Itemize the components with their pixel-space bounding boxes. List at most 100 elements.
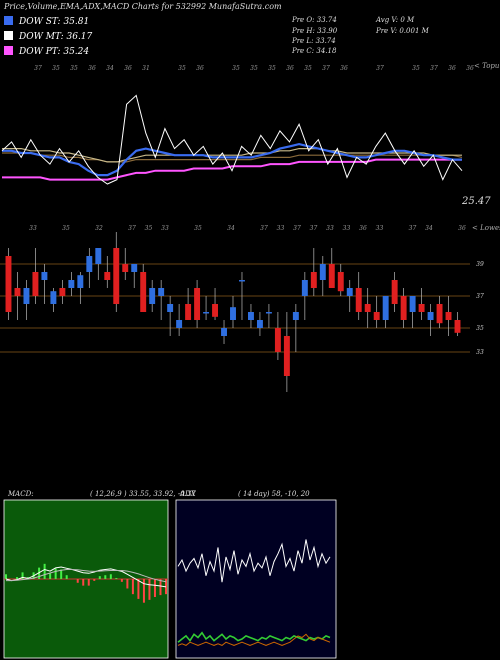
candle-body xyxy=(274,328,281,352)
candle-body xyxy=(194,288,201,320)
legend-swatch-st xyxy=(4,16,13,25)
price-top-tick-label: 35 xyxy=(178,65,186,72)
candle-panel-corner-label: < Lowes xyxy=(472,224,500,232)
candle-top-tick-label: 35 xyxy=(62,225,70,232)
info-prev-open: Pre O: 33.74 xyxy=(292,16,337,24)
candle-body xyxy=(104,272,111,280)
legend-dow-st: DOW ST: 35.81 xyxy=(4,16,89,27)
candle-body xyxy=(230,307,236,320)
candle-top-tick-label: 33 xyxy=(326,225,334,232)
candle-top-tick-label: 33 xyxy=(29,225,37,232)
candle-body xyxy=(5,256,12,312)
candle-body xyxy=(247,312,254,320)
candle-body xyxy=(364,304,371,312)
candle-body xyxy=(77,275,84,288)
price-top-tick-label: 34 xyxy=(106,65,114,72)
candle-body xyxy=(301,280,308,296)
candle-top-tick-label: 37 xyxy=(409,225,417,232)
candle-body xyxy=(427,312,434,320)
candle-top-tick-label: 33 xyxy=(161,225,169,232)
candle-body xyxy=(292,312,299,320)
candle-body xyxy=(409,296,416,312)
candle-body xyxy=(319,264,326,280)
info-prev-volume: Pre V: 0.001 M xyxy=(376,27,429,35)
candle-body xyxy=(176,320,183,328)
price-panel-corner-label: < Topu xyxy=(474,62,500,70)
price-top-tick-label: 36 xyxy=(466,65,474,72)
macd-line-macd xyxy=(5,566,167,588)
candle-body xyxy=(32,272,39,296)
candle-body xyxy=(265,312,272,314)
info-prev-close: Pre C: 34.18 xyxy=(292,47,337,55)
price-top-tick-label: 36 xyxy=(340,65,348,72)
adx-title: ADX xyxy=(180,490,196,498)
price-line-ema-long xyxy=(2,152,463,163)
candle-body xyxy=(400,296,407,320)
candle-body xyxy=(256,320,263,328)
candle-body xyxy=(445,312,452,320)
candle-top-tick-label: 35 xyxy=(194,225,202,232)
price-top-tick-label: 36 xyxy=(196,65,204,72)
candle-top-tick-label: 33 xyxy=(343,225,351,232)
candle-body xyxy=(373,312,380,320)
price-top-tick-label: 36 xyxy=(286,65,294,72)
candle-body xyxy=(167,304,174,312)
price-top-tick-label: 35 xyxy=(70,65,78,72)
candle-body xyxy=(158,288,165,296)
adx-panel-bg xyxy=(175,499,337,659)
candle-right-tick-label: 33 xyxy=(476,349,484,356)
candle-top-tick-label: 37 xyxy=(128,225,136,232)
price-top-tick-label: 36 xyxy=(124,65,132,72)
price-top-tick-label: 36 xyxy=(448,65,456,72)
candle-top-tick-label: 32 xyxy=(95,225,103,232)
adx-params: ( 14 day) 58, -10, 20 xyxy=(238,490,310,498)
last-price-label: 25.47 xyxy=(462,196,491,207)
legend-label-pt: DOW PT: 35.24 xyxy=(19,47,90,57)
candle-body xyxy=(239,280,245,282)
candle-top-tick-label: 36 xyxy=(359,225,367,232)
candle-top-tick-label: 34 xyxy=(227,225,235,232)
candle-body xyxy=(328,264,335,288)
candle-right-tick-label: 35 xyxy=(476,325,484,332)
candle-body xyxy=(113,248,120,304)
candle-body xyxy=(436,304,443,324)
adx-line-di-minus xyxy=(177,633,331,646)
candle-body xyxy=(337,272,344,292)
candle-body xyxy=(140,272,147,312)
legend-dow-pt: DOW PT: 35.24 xyxy=(4,46,89,57)
candle-top-tick-label: 33 xyxy=(277,225,285,232)
candle-body xyxy=(283,336,290,376)
candle-body xyxy=(86,256,93,272)
adx-line-di-plus xyxy=(177,631,331,643)
candle-body xyxy=(355,288,362,312)
price-top-tick-label: 35 xyxy=(412,65,420,72)
price-top-tick-label: 35 xyxy=(250,65,258,72)
candle-top-tick-label: 37 xyxy=(310,225,318,232)
candle-body xyxy=(346,288,353,296)
candle-body xyxy=(203,312,210,314)
candle-body xyxy=(382,296,389,320)
candle-body xyxy=(14,288,21,296)
candle-body xyxy=(221,328,227,336)
candle-body xyxy=(23,288,30,304)
legend-label-mt: DOW MT: 36.17 xyxy=(19,32,93,42)
macd-params: ( 12,26,9 ) 33.55, 33.92, -0.37 xyxy=(90,490,196,498)
price-top-tick-label: 37 xyxy=(430,65,438,72)
candle-top-tick-label: 37 xyxy=(293,225,301,232)
candle-body xyxy=(41,272,48,280)
candle-body xyxy=(310,272,317,288)
legend-label-st: DOW ST: 35.81 xyxy=(19,17,90,27)
candle-body xyxy=(418,304,425,312)
candle-body xyxy=(95,248,102,264)
info-prev-high: Pre H: 33.90 xyxy=(292,27,338,35)
price-top-tick-label: 37 xyxy=(34,65,42,72)
candle-body xyxy=(122,264,129,272)
info-avg-volume: Avg V: 0 M xyxy=(376,16,415,24)
candle-body xyxy=(212,304,219,317)
chart-header: Price,Volume,EMA,ADX,MACD Charts for 532… xyxy=(4,2,282,11)
candle-body xyxy=(68,280,75,288)
price-top-tick-label: 35 xyxy=(52,65,60,72)
candle-body xyxy=(149,288,156,304)
candle-body xyxy=(391,280,398,304)
candle-top-tick-label: 37 xyxy=(260,225,268,232)
